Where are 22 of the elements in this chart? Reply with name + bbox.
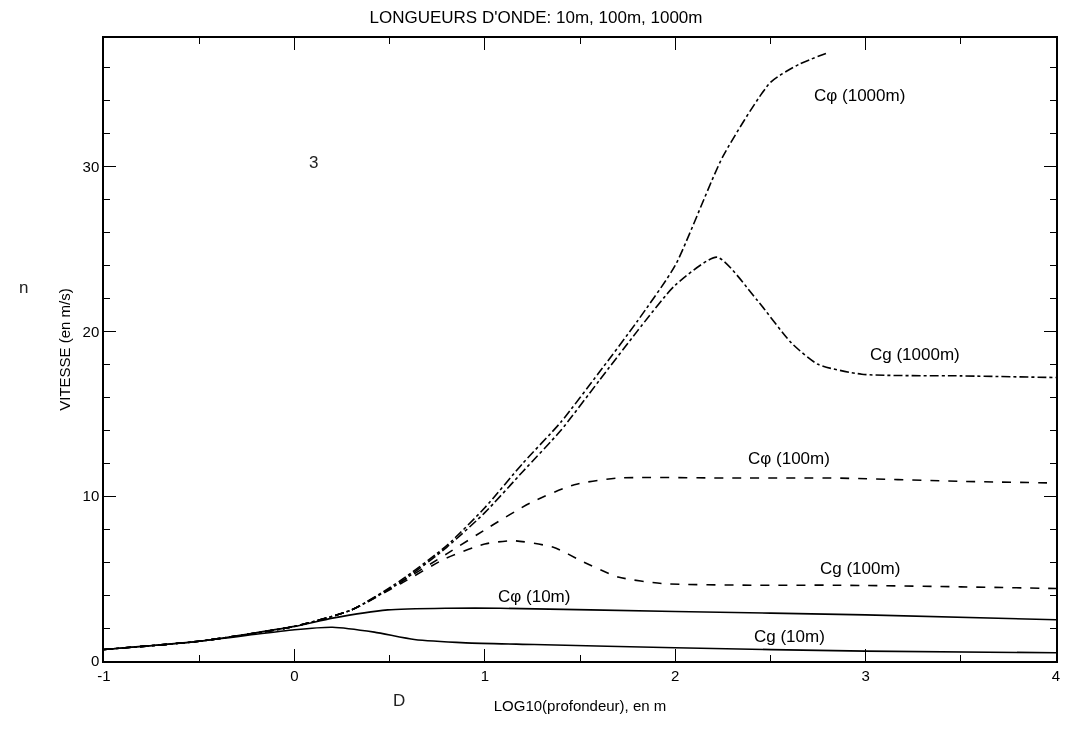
series-label: Cφ (1000m) — [814, 86, 906, 105]
series-label: Cg (100m) — [820, 559, 901, 578]
text: D — [393, 691, 406, 710]
series-label: Cφ (10m) — [498, 587, 571, 606]
chart-title: LONGUEURS D'ONDE: 10m, 100m, 1000m — [369, 8, 703, 28]
series-label: Cg (1000m) — [870, 345, 960, 364]
text: n — [19, 278, 29, 297]
x-tick-label: 4 — [1051, 666, 1061, 684]
x-tick-label: 1 — [480, 666, 489, 684]
y-tick-label: 30 — [82, 157, 100, 175]
y-tick-label: 0 — [90, 652, 100, 670]
y-tick-label: 10 — [82, 487, 100, 505]
y-axis-title: VITESSE (en m/s) — [56, 288, 74, 411]
x-tick-label: -1 — [97, 666, 111, 684]
x-tick-label: 3 — [861, 666, 870, 684]
x-tick-label: 0 — [290, 666, 299, 684]
y-tick-label: 20 — [82, 322, 100, 340]
series-label: Cg (10m) — [754, 627, 825, 646]
series-label: Cφ (100m) — [748, 449, 830, 468]
x-tick-label: 2 — [671, 666, 680, 684]
x-axis-title: LOG10(profondeur), en m — [493, 697, 667, 715]
annotation: 3 — [309, 153, 319, 172]
